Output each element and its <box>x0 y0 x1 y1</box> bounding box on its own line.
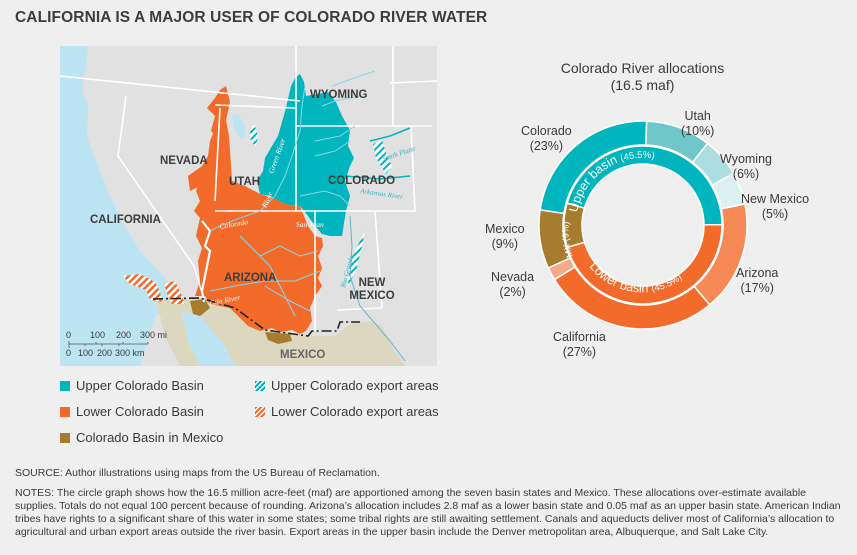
legend-label-upper-export: Upper Colorado export areas <box>271 378 439 393</box>
legend-lower-export: Lower Colorado export areas <box>255 404 439 419</box>
legend-swatch-mexico-basin <box>60 432 70 443</box>
slice-label-new-mexico: New Mexico (5%) <box>741 192 810 221</box>
upper-export-area-denver <box>373 140 392 174</box>
inner-ring <box>563 145 723 305</box>
scale-mi-300: 300 mi <box>140 330 168 340</box>
slice-label-mexico: Mexico (9%) <box>485 222 525 251</box>
state-label-california: CALIFORNIA <box>90 214 161 226</box>
upper-basin-region <box>257 74 354 236</box>
state-label-utah: UTAH <box>229 176 261 188</box>
upper-export-area-slc <box>250 124 258 146</box>
chart-title: Colorado River allocations (16.5 maf) <box>520 60 765 94</box>
state-label-nevada: NEVADA <box>160 155 208 167</box>
lower-basin-region <box>194 86 323 334</box>
upper-export-area-rio-grande <box>348 231 365 286</box>
scale-km-100: 100 <box>78 348 94 358</box>
rivers <box>209 70 411 362</box>
state-label-new-mexico-line2: MEXICO <box>349 290 395 302</box>
scale-bar <box>68 341 149 348</box>
lower-export-area-la <box>123 274 162 302</box>
slice-label-wyoming: Wyoming (6%) <box>720 152 772 181</box>
great-salt-lake <box>232 114 246 138</box>
map-graphic: Green River River Colorado San Juan Gila… <box>60 46 437 366</box>
page-title: CALIFORNIA IS A MAJOR USER OF COLORADO R… <box>15 9 488 26</box>
slice-label-colorado: Colorado (23%) <box>521 124 572 153</box>
gulf-of-california <box>182 311 235 366</box>
legend-label-upper-basin: Upper Colorado Basin <box>76 378 204 393</box>
chart-title-main: Colorado River allocations <box>560 60 725 76</box>
scale-mi-100: 100 <box>90 330 106 340</box>
river-label-san-juan: San Juan <box>296 220 324 229</box>
slice-label-arizona: Arizona (17%) <box>736 266 779 295</box>
slice-label-utah: Utah (10%) <box>681 109 715 138</box>
outer-ring <box>538 120 748 330</box>
mexico-basin-region <box>190 299 210 316</box>
notes-text: NOTES: The circle graph shows how the 16… <box>15 487 841 538</box>
legend-upper-export: Upper Colorado export areas <box>255 378 439 393</box>
slice-label-california: California (27%) <box>553 330 606 359</box>
legend-label-lower-basin: Lower Colorado Basin <box>76 404 204 419</box>
scale-mi-200: 200 <box>116 330 132 340</box>
legend-upper-basin: Upper Colorado Basin <box>60 378 204 393</box>
slice-label-nevada: Nevada (2%) <box>491 270 535 299</box>
state-label-colorado: COLORADO <box>328 175 396 187</box>
state-label-arizona: ARIZONA <box>224 272 277 284</box>
legend-swatch-lower-export <box>255 406 265 417</box>
source-note: SOURCE: Author illustrations using maps … <box>15 467 380 479</box>
basin-map: Green River River Colorado San Juan Gila… <box>60 46 437 366</box>
legend-swatch-upper-export <box>255 380 265 391</box>
legend-swatch-upper-basin <box>60 380 70 391</box>
legend-swatch-lower-basin <box>60 406 70 417</box>
slice-mx <box>563 202 586 249</box>
state-label-new-mexico: NEW MEXICO <box>347 277 397 303</box>
slice-colorado <box>539 120 648 215</box>
state-borders <box>60 46 437 331</box>
legend-lower-basin: Lower Colorado Basin <box>60 404 204 419</box>
legend-mexico-basin: Colorado Basin in Mexico <box>60 430 223 445</box>
chart-title-sub: (16.5 maf) <box>610 77 675 93</box>
state-label-new-mexico-line1: NEW <box>358 277 386 289</box>
scale-km-300: 300 km <box>115 348 145 358</box>
legend-label-mexico-basin: Colorado Basin in Mexico <box>76 430 224 445</box>
international-border <box>152 297 360 337</box>
mexico-basin-region-2 <box>265 332 292 344</box>
state-label-wyoming: WYOMING <box>310 89 368 101</box>
country-label-mexico: MEXICO <box>280 349 326 361</box>
scale-km-0: 0 <box>66 348 72 358</box>
legend-label-lower-export: Lower Colorado export areas <box>271 404 439 419</box>
scale-km-200: 200 <box>97 348 113 358</box>
scale-mi-0: 0 <box>66 330 72 340</box>
